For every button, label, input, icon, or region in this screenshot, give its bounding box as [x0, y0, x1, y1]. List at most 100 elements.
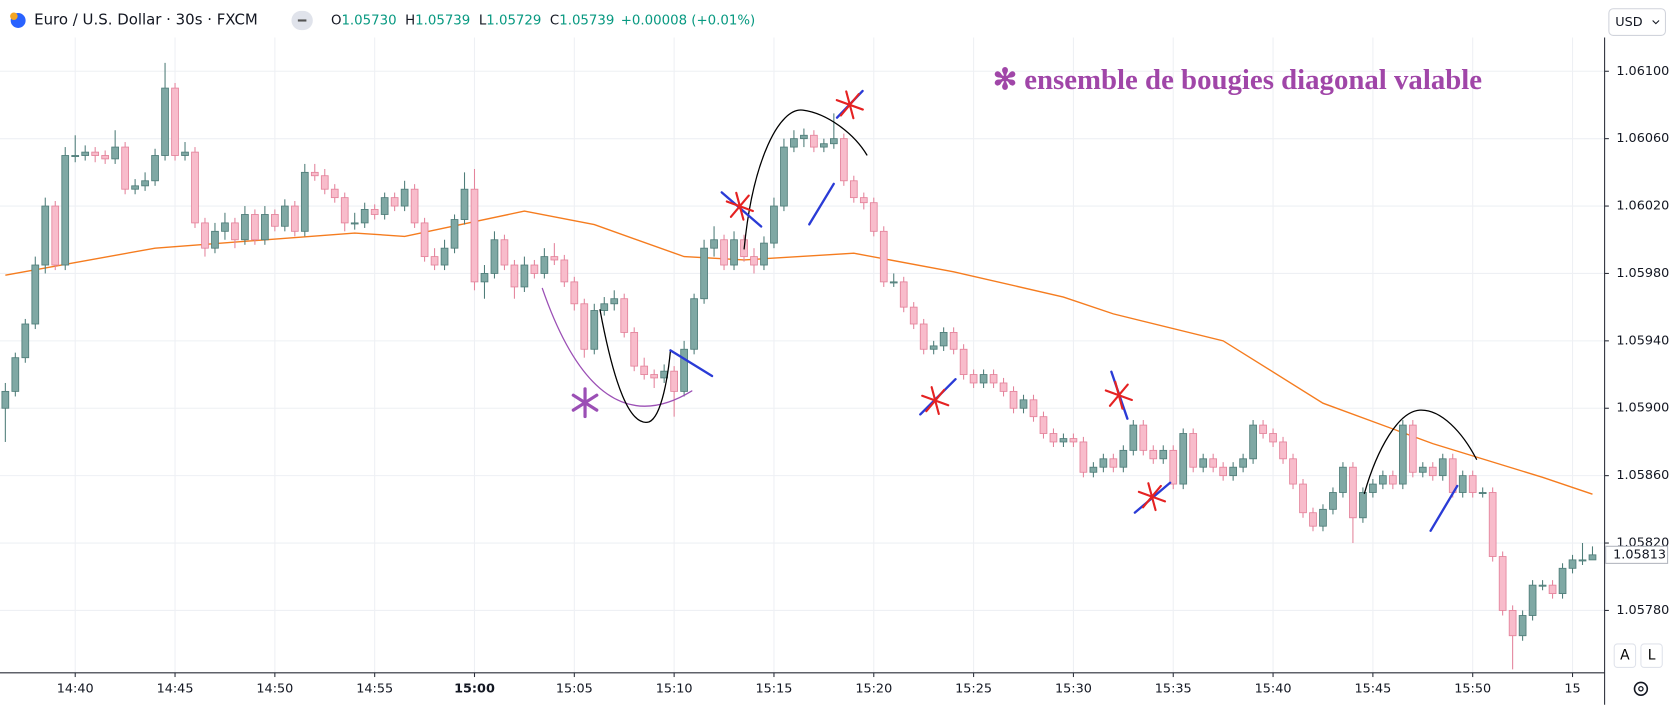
candle-body: [460, 188, 469, 220]
candle-body: [1548, 584, 1557, 595]
candle-body: [590, 310, 599, 350]
y-tick-label: 1.05900: [1616, 401, 1669, 416]
candle-body: [1438, 458, 1447, 477]
auto-scale-button[interactable]: [1613, 643, 1637, 668]
candle-body: [520, 264, 529, 288]
y-tick-label: 1.05940: [1616, 333, 1669, 348]
candle-body: [61, 155, 70, 266]
candle-body: [271, 214, 279, 227]
candle-body: [810, 134, 818, 148]
candle-body: [630, 331, 639, 367]
x-tick-label: 15:15: [756, 681, 793, 696]
ohlc-legend: O1.05730 H1.05739 L1.05729 C1.05739 +0.00008…: [331, 13, 755, 28]
candle-body: [610, 298, 619, 305]
ohlc-value: 1.05739: [415, 13, 470, 28]
candle-body: [241, 214, 249, 241]
candle-body: [141, 180, 149, 187]
candle-body: [680, 348, 688, 392]
candle-body: [1279, 441, 1287, 460]
candle-body: [1179, 433, 1188, 485]
candle-body: [1329, 492, 1337, 510]
red-star-stroke: [839, 93, 860, 117]
candle-body: [540, 256, 549, 274]
candle-body: [640, 365, 649, 375]
y-tick-label: 1.05780: [1616, 603, 1669, 618]
candle-body: [340, 197, 349, 224]
x-tick-label: 15:20: [855, 681, 892, 696]
candle-body: [41, 205, 50, 266]
candle-body: [830, 138, 838, 145]
candle-body: [101, 155, 110, 160]
candle-body: [570, 281, 579, 305]
black-curve: [1363, 409, 1478, 495]
candle-body: [1059, 438, 1068, 443]
black-curve: [599, 309, 672, 423]
candle-body: [1359, 492, 1367, 519]
candle-body: [1039, 416, 1048, 434]
log-scale-button[interactable]: [1640, 643, 1663, 668]
candle-body: [231, 222, 239, 241]
candle-body: [1119, 449, 1128, 468]
red-star-stroke: [1141, 484, 1162, 509]
x-tick-label: 15: [1564, 681, 1580, 696]
candle-body: [949, 331, 958, 350]
black-curve: [743, 109, 868, 250]
candle-body: [670, 370, 678, 392]
purple-curve: [541, 287, 693, 407]
candle-body: [1009, 390, 1018, 409]
x-tick-label: 15:10: [656, 681, 693, 696]
candle-body: [1379, 475, 1387, 485]
candle-body: [879, 230, 888, 283]
x-tick-label: 14:40: [57, 681, 94, 696]
red-star-stroke: [925, 388, 946, 413]
candle-body: [91, 151, 100, 156]
candle-body: [420, 222, 429, 258]
candle-body: [380, 197, 389, 215]
candle-body: [1528, 584, 1537, 616]
candle-body: [1049, 433, 1058, 443]
log-scale-label: L: [1648, 648, 1656, 664]
candle-body: [1219, 466, 1227, 477]
candle-body: [300, 171, 309, 232]
candle-body: [1508, 610, 1517, 637]
red-star-stroke: [729, 194, 750, 218]
candle-body: [330, 188, 339, 199]
annotation: ✻ ensemble de bougies diagonal valable: [993, 64, 1482, 96]
candle-body: [1109, 458, 1118, 468]
x-tick-label: 15:05: [556, 681, 593, 696]
candle-body: [1099, 458, 1108, 468]
candle-body: [430, 256, 439, 266]
candle-body: [600, 303, 609, 311]
candle-body: [261, 214, 269, 241]
candle-body: [221, 222, 229, 232]
ohlc-value: 1.05739: [559, 13, 614, 28]
candle-body: [800, 134, 808, 140]
x-tick-label: 15:30: [1055, 681, 1092, 696]
candle-body: [191, 151, 199, 224]
candle-body: [1349, 466, 1357, 519]
candle-body: [1249, 424, 1257, 460]
candle-body: [550, 256, 559, 261]
settings-icon[interactable]: [1633, 681, 1649, 697]
candle-body: [1, 390, 10, 409]
candle-body: [1428, 466, 1437, 477]
ohlc-value: 1.05729: [486, 13, 541, 28]
candle-body: [1199, 458, 1208, 468]
y-tick-label: 1.06100: [1616, 64, 1669, 79]
candle-body: [480, 273, 489, 283]
candle-body: [1568, 559, 1577, 569]
candle-body: [1299, 483, 1307, 514]
currency-button[interactable]: [1608, 8, 1666, 36]
candle-body: [360, 208, 369, 224]
candle-body: [171, 87, 179, 156]
settings-icon: [1638, 686, 1644, 692]
candle-body: [201, 222, 209, 249]
y-tick-label: 1.06060: [1616, 131, 1669, 146]
candle-body: [1458, 475, 1467, 493]
candle-body: [211, 230, 219, 249]
candle-body: [1518, 615, 1527, 637]
candle-body: [131, 185, 139, 190]
candle-body: [1159, 449, 1168, 460]
